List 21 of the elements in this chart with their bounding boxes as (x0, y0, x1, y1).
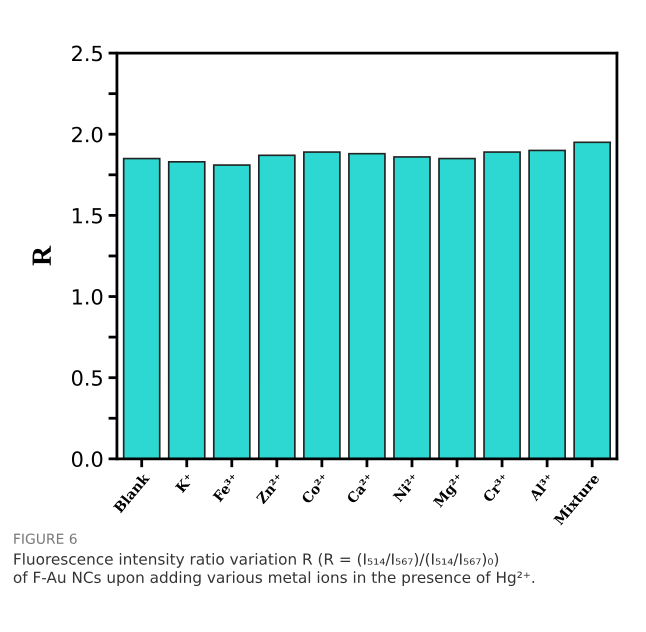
caption: FIGURE 6 (14, 533, 77, 544)
y-tick-label: 0.0 (72, 451, 102, 468)
bar (348, 152, 386, 459)
y-tick-label: 2.0 (72, 126, 102, 142)
bar (122, 158, 161, 459)
text: Fluorescence intensity ratio variation R (R = (I₅₁₄/I₅₆₇)/(I₅₁₄/I₅₆₇)₀) of F-Au NCs upon adding various metal ions in the presence of Hg²⁺. (14, 553, 534, 586)
bar (573, 142, 612, 459)
x-tick-label: K⁺ (175, 473, 194, 494)
y-axis-title: R (32, 246, 51, 266)
bar (528, 150, 566, 459)
y-tick-label: 0.5 (72, 370, 102, 386)
y-tick-label: 2.5 (72, 46, 102, 62)
bar (393, 156, 431, 459)
bar (438, 158, 476, 459)
y-tick-label: 1.5 (72, 208, 102, 224)
bar (258, 154, 296, 459)
bar (483, 151, 521, 459)
bar (168, 160, 206, 459)
y-tick-label: 1.0 (72, 288, 102, 305)
bar (212, 164, 251, 459)
bar (303, 151, 341, 459)
